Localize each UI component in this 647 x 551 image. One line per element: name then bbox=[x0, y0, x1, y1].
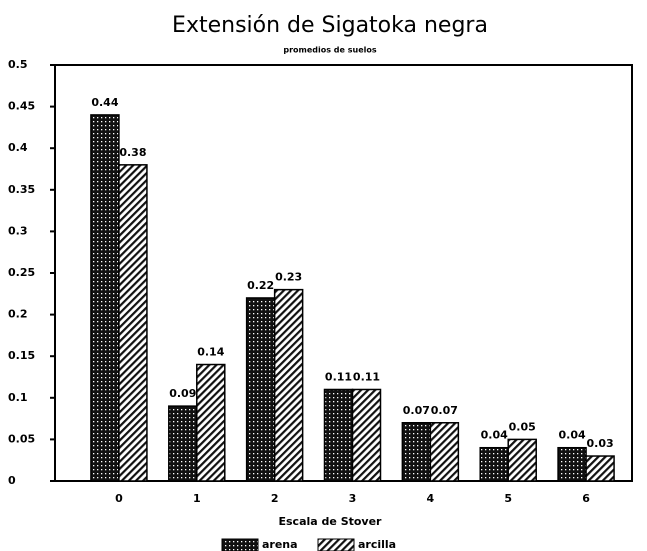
bar bbox=[90, 114, 120, 482]
y-tick-label: 0.3 bbox=[8, 224, 28, 237]
y-tick-label: 0.5 bbox=[8, 58, 28, 71]
bar bbox=[351, 388, 382, 482]
bar bbox=[479, 446, 509, 482]
x-tick-label: 4 bbox=[427, 492, 435, 505]
y-tick-label: 0.1 bbox=[8, 391, 28, 404]
bar bbox=[273, 288, 304, 482]
x-tick-label: 6 bbox=[582, 492, 590, 505]
y-tick-label: 0.2 bbox=[8, 308, 28, 321]
data-label: 0.05 bbox=[509, 420, 536, 433]
bar bbox=[323, 388, 354, 482]
chart-subtitle: promedios de suelos bbox=[283, 46, 377, 55]
bar bbox=[168, 405, 198, 482]
data-label: 0.23 bbox=[275, 271, 302, 284]
x-tick-label: 3 bbox=[349, 492, 357, 505]
data-label: 0.11 bbox=[325, 370, 352, 383]
bar bbox=[585, 455, 615, 482]
bar bbox=[401, 422, 432, 482]
y-tick-label: 0.4 bbox=[8, 141, 28, 154]
data-label: 0.11 bbox=[353, 370, 380, 383]
data-label: 0.03 bbox=[587, 437, 614, 450]
data-label: 0.07 bbox=[431, 404, 458, 417]
legend-label: arena bbox=[262, 538, 298, 551]
x-axis-label: Escala de Stover bbox=[279, 515, 383, 528]
bar bbox=[429, 422, 460, 482]
data-label: 0.38 bbox=[119, 146, 146, 159]
y-tick-label: 0.05 bbox=[8, 432, 35, 445]
data-label: 0.04 bbox=[559, 429, 586, 442]
bar bbox=[196, 363, 226, 482]
x-tick-label: 0 bbox=[115, 492, 123, 505]
y-tick-label: 0.35 bbox=[8, 183, 35, 196]
x-tick-label: 1 bbox=[193, 492, 201, 505]
chart-title: Extensión de Sigatoka negra bbox=[172, 13, 488, 38]
data-label: 0.44 bbox=[91, 96, 118, 109]
data-label: 0.04 bbox=[481, 429, 508, 442]
data-label: 0.22 bbox=[247, 279, 274, 292]
bar bbox=[507, 438, 537, 482]
legend-label: arcilla bbox=[358, 538, 396, 551]
y-tick-label: 0.45 bbox=[8, 100, 35, 113]
x-tick-label: 2 bbox=[271, 492, 279, 505]
y-tick-label: 0.25 bbox=[8, 266, 35, 279]
y-tick-label: 0.15 bbox=[8, 349, 35, 362]
bar bbox=[557, 446, 587, 482]
bar bbox=[118, 164, 148, 482]
bar bbox=[245, 297, 276, 482]
data-label: 0.14 bbox=[197, 346, 224, 359]
legend-swatch bbox=[317, 538, 355, 551]
legend-swatch bbox=[221, 538, 259, 551]
data-label: 0.07 bbox=[403, 404, 430, 417]
x-tick-label: 5 bbox=[504, 492, 512, 505]
y-tick-label: 0 bbox=[8, 474, 16, 487]
data-label: 0.09 bbox=[169, 387, 196, 400]
